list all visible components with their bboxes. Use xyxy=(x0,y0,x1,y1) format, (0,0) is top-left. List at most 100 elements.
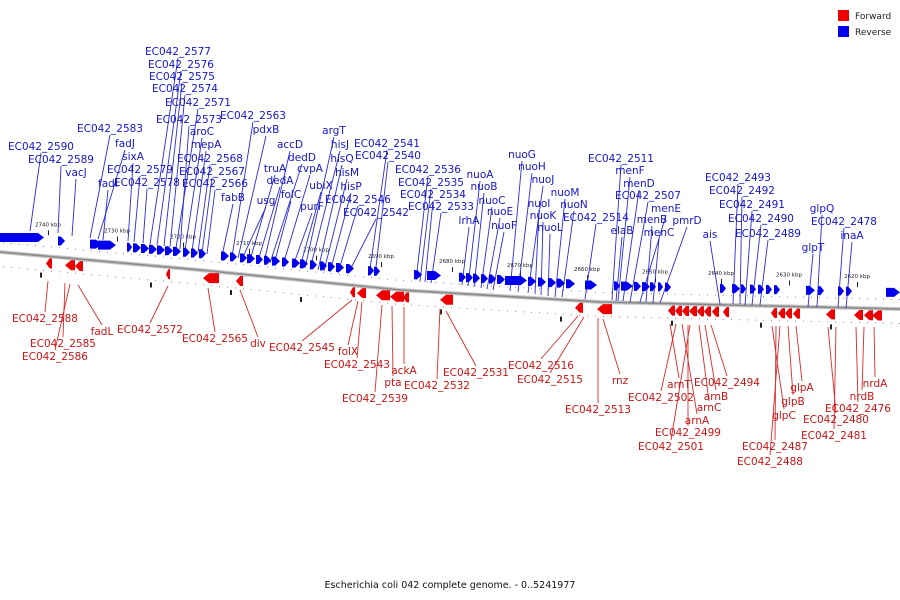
reverse-gene-arrow xyxy=(98,240,116,250)
track-dot xyxy=(339,297,340,299)
reverse-gene-arrow xyxy=(466,273,473,283)
gene-leader-line xyxy=(855,326,859,403)
gene-label-ec042-2576: EC042_2576 xyxy=(148,59,214,71)
track-dot xyxy=(723,318,724,320)
track-dot xyxy=(579,290,580,292)
track-dot xyxy=(851,297,852,299)
track-dot xyxy=(283,292,284,294)
gene-leader-line xyxy=(179,125,190,250)
gene-leader-line xyxy=(659,226,688,304)
track-dot xyxy=(587,291,588,293)
genome-caption: Escherichia coli 042 complete genome. - … xyxy=(325,580,576,591)
scale-tick xyxy=(452,267,453,273)
reverse-gene-arrow xyxy=(489,274,496,284)
track-dot xyxy=(843,321,844,323)
scale-tick xyxy=(316,255,317,261)
track-dot xyxy=(195,259,196,261)
gene-leader-line xyxy=(534,209,540,295)
gene-label-fadi: fadI xyxy=(98,178,118,190)
track-dot xyxy=(747,319,748,321)
gene-leader-line xyxy=(292,212,313,267)
track-dot xyxy=(587,315,588,317)
gene-leader-line xyxy=(617,176,631,302)
gene-leader-line xyxy=(257,186,281,262)
gene-label-ec042-2494: EC042_2494 xyxy=(694,377,760,389)
track-dot xyxy=(187,282,188,284)
reverse-gene-arrow xyxy=(149,244,157,254)
reverse-gene-arrow xyxy=(58,236,65,246)
track-dot xyxy=(195,283,196,285)
track-dot xyxy=(739,295,740,297)
forward-gene-arrow xyxy=(575,302,583,313)
reverse-gene-arrow xyxy=(774,285,780,295)
gene-label-ec042-2535: EC042_2535 xyxy=(398,177,464,189)
legend: Forward Reverse xyxy=(838,10,892,38)
track-dot xyxy=(619,316,620,318)
gene-leader-line xyxy=(652,238,660,304)
gene-leader-line xyxy=(29,152,42,232)
reverse-gene-arrow xyxy=(292,258,300,268)
track-dot xyxy=(347,274,348,276)
gene-leader-line xyxy=(492,231,505,291)
gene-label-pta: pta xyxy=(384,377,401,389)
track-dot xyxy=(35,269,36,271)
gene-label-ec042-2583: EC042_2583 xyxy=(77,123,143,135)
scale-tick-label: 2720 kbp xyxy=(170,235,196,241)
reverse-gene-arrow xyxy=(368,266,374,276)
gene-label-ec042-2515: EC042_2515 xyxy=(517,374,583,386)
track-dot xyxy=(363,276,364,278)
gene-label-lrha: lrhA xyxy=(459,215,481,227)
track-dot xyxy=(523,311,524,313)
gene-leader-line xyxy=(744,210,753,306)
track-dot xyxy=(883,322,884,324)
track-dot xyxy=(483,309,484,310)
reverse-gene-arrow xyxy=(300,259,308,269)
track-dot xyxy=(787,296,788,298)
track-dot xyxy=(227,286,228,288)
track-dot xyxy=(339,273,340,275)
gene-label-sixa: sixA xyxy=(122,151,145,163)
track-dot xyxy=(387,302,388,304)
forward-gene-arrow xyxy=(723,306,729,317)
reverse-gene-arrow xyxy=(414,270,422,280)
track-dot xyxy=(659,293,660,295)
track-dot xyxy=(803,296,804,298)
gene-leader-line xyxy=(424,200,434,283)
gene-label-ec042-2531: EC042_2531 xyxy=(443,367,509,379)
gene-leader-line xyxy=(807,253,814,308)
reverse-gene-arrow xyxy=(256,254,263,264)
track-dot xyxy=(59,247,60,249)
gene-label-mend: menD xyxy=(623,178,654,190)
reverse-gene-arrow xyxy=(264,255,271,265)
minor-tick xyxy=(40,272,42,278)
gene-leader-line xyxy=(509,160,523,292)
gene-leader-line xyxy=(241,206,267,260)
gene-label-ec042-2533: EC042_2533 xyxy=(408,201,474,213)
track-dot xyxy=(51,270,52,272)
scale-tick xyxy=(857,282,858,287)
gene-leader-line xyxy=(845,241,853,309)
track-dot xyxy=(611,292,612,294)
track-dot xyxy=(571,290,572,292)
gene-leader-line xyxy=(71,178,77,237)
forward-gene-arrow xyxy=(390,291,404,302)
track-dot xyxy=(99,250,100,252)
track-dot xyxy=(123,277,124,279)
track-dot xyxy=(371,301,372,303)
track-dot xyxy=(627,316,628,318)
track-dot xyxy=(811,320,812,322)
track-dot xyxy=(635,316,636,318)
gene-leader-line xyxy=(169,94,186,248)
reverse-gene-arrow xyxy=(221,251,229,261)
reverse-gene-arrow xyxy=(806,285,815,295)
gene-leader-line xyxy=(221,203,234,257)
track-dot xyxy=(547,312,548,314)
track-dot xyxy=(275,267,276,269)
track-dot xyxy=(355,299,356,301)
track-dot xyxy=(251,265,252,267)
minor-tick xyxy=(150,282,152,288)
gene-leader-line xyxy=(309,150,341,270)
track-dot xyxy=(291,269,292,271)
reverse-gene-arrow xyxy=(566,279,575,289)
